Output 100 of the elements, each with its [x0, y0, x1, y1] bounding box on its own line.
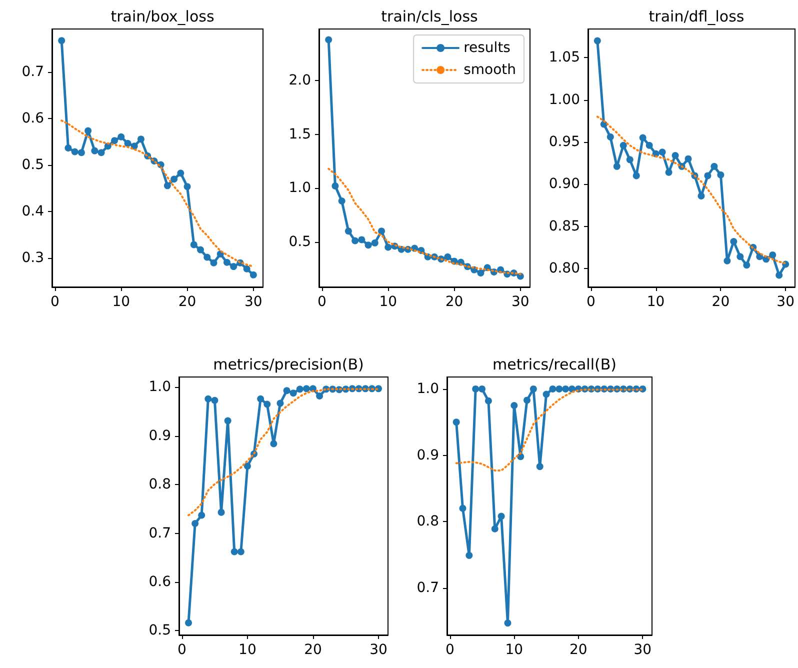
point — [198, 512, 206, 519]
point — [504, 620, 512, 627]
point — [124, 140, 132, 147]
point — [224, 417, 232, 424]
point — [58, 37, 66, 44]
y-tick-label: 0.8 — [148, 476, 171, 493]
point — [71, 148, 78, 156]
point — [338, 198, 346, 204]
point — [137, 136, 144, 143]
x-tick-label: 20 — [712, 294, 730, 310]
x-tick-label: 30 — [244, 294, 262, 310]
point — [510, 402, 518, 410]
point — [472, 385, 480, 392]
y-tick-label: 1.05 — [548, 50, 580, 66]
point — [769, 251, 776, 258]
chart-title: metrics/precision(B) — [213, 356, 364, 374]
chart-title: train/box_loss — [110, 8, 214, 26]
point — [466, 552, 473, 559]
y-tick-label: 0.7 — [148, 525, 171, 542]
point — [672, 152, 679, 159]
y-tick-label: 0.85 — [548, 218, 580, 234]
point — [218, 508, 225, 516]
y-tick-label: 0.7 — [22, 64, 44, 80]
x-tick-label: 0 — [177, 642, 186, 658]
point — [210, 259, 218, 266]
point — [632, 172, 640, 180]
point — [477, 270, 484, 277]
point — [459, 504, 466, 512]
x-tick-label: 10 — [646, 294, 665, 310]
point — [177, 170, 184, 177]
point — [170, 176, 178, 183]
x-tick-label: 20 — [304, 642, 322, 658]
point — [250, 271, 257, 278]
point — [594, 37, 601, 44]
point — [244, 462, 251, 470]
point — [64, 144, 72, 152]
point — [736, 253, 744, 260]
point — [164, 182, 171, 190]
point — [118, 133, 125, 140]
point — [352, 237, 359, 244]
point — [257, 395, 264, 402]
point — [98, 149, 105, 156]
point — [724, 257, 731, 264]
point — [698, 192, 705, 200]
point — [364, 242, 372, 249]
point — [549, 385, 556, 392]
point — [626, 156, 634, 164]
point — [478, 385, 486, 392]
chart-title: train/dfl_loss — [648, 8, 744, 26]
x-tick-label: 30 — [634, 642, 652, 658]
point — [230, 263, 238, 270]
y-tick-label: 0.95 — [548, 134, 580, 150]
point — [710, 162, 718, 170]
point — [111, 137, 118, 144]
point — [184, 183, 191, 190]
y-tick-label: 1.0 — [288, 180, 311, 196]
point — [283, 387, 290, 394]
point — [658, 148, 666, 156]
x-tick-label: 0 — [50, 294, 60, 310]
point — [524, 396, 531, 404]
point — [542, 390, 550, 398]
point — [230, 548, 238, 556]
point — [730, 238, 738, 245]
x-tick-label: 30 — [511, 294, 530, 310]
legend-label: smooth — [464, 62, 516, 78]
point — [378, 228, 386, 235]
y-tick-label: 1.5 — [288, 126, 311, 142]
point — [190, 241, 198, 248]
point — [384, 244, 392, 251]
point — [204, 254, 211, 261]
point — [243, 265, 250, 272]
y-tick-label: 0.9 — [416, 447, 439, 464]
point — [556, 385, 563, 392]
point — [613, 162, 620, 170]
y-tick-label: 0.8 — [416, 514, 439, 530]
point — [276, 400, 284, 407]
point — [620, 142, 627, 149]
x-tick-label: 10 — [238, 642, 256, 658]
y-tick-label: 0.80 — [548, 260, 580, 276]
point — [332, 182, 339, 190]
chart-title: metrics/recall(B) — [492, 356, 617, 374]
point — [704, 172, 712, 180]
chart-title: train/cls_loss — [381, 8, 478, 26]
point — [197, 246, 204, 254]
point — [325, 36, 332, 44]
point — [84, 127, 92, 134]
x-tick-label: 10 — [379, 294, 398, 310]
point — [776, 272, 783, 279]
y-tick-label: 0.4 — [22, 204, 44, 220]
point — [639, 134, 646, 142]
legend-label: results — [464, 40, 510, 56]
point — [290, 390, 297, 397]
point — [211, 396, 218, 404]
point — [444, 253, 452, 260]
y-tick-label: 1.0 — [148, 379, 171, 396]
x-tick-label: 0 — [586, 294, 596, 310]
point — [204, 395, 212, 402]
x-tick-label: 10 — [112, 294, 130, 310]
point — [562, 385, 570, 392]
point — [185, 619, 192, 626]
